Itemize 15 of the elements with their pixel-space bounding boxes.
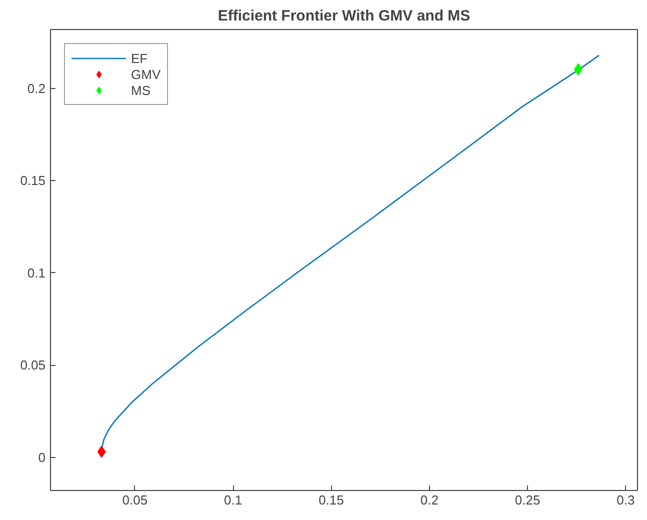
y-tick-label: 0.2 xyxy=(27,81,46,96)
x-tick-label: 0.25 xyxy=(514,492,540,508)
y-tick-label: 0 xyxy=(38,450,46,465)
y-tick-label: 0.05 xyxy=(20,358,46,373)
x-tick-label: 0.3 xyxy=(616,492,635,508)
x-tick-label: 0.05 xyxy=(122,492,148,508)
x-tick-label: 0.2 xyxy=(420,492,438,508)
y-tick-label: 0.1 xyxy=(27,265,46,280)
x-tick-label: 0.15 xyxy=(318,492,344,508)
legend-label: MS xyxy=(131,82,151,98)
y-tick-label: 0.15 xyxy=(20,173,46,188)
x-tick-label: 0.1 xyxy=(224,492,242,508)
legend-label: EF xyxy=(131,50,149,66)
chart-title: Efficient Frontier With GMV and MS xyxy=(218,8,470,24)
legend-label: GMV xyxy=(131,66,161,82)
